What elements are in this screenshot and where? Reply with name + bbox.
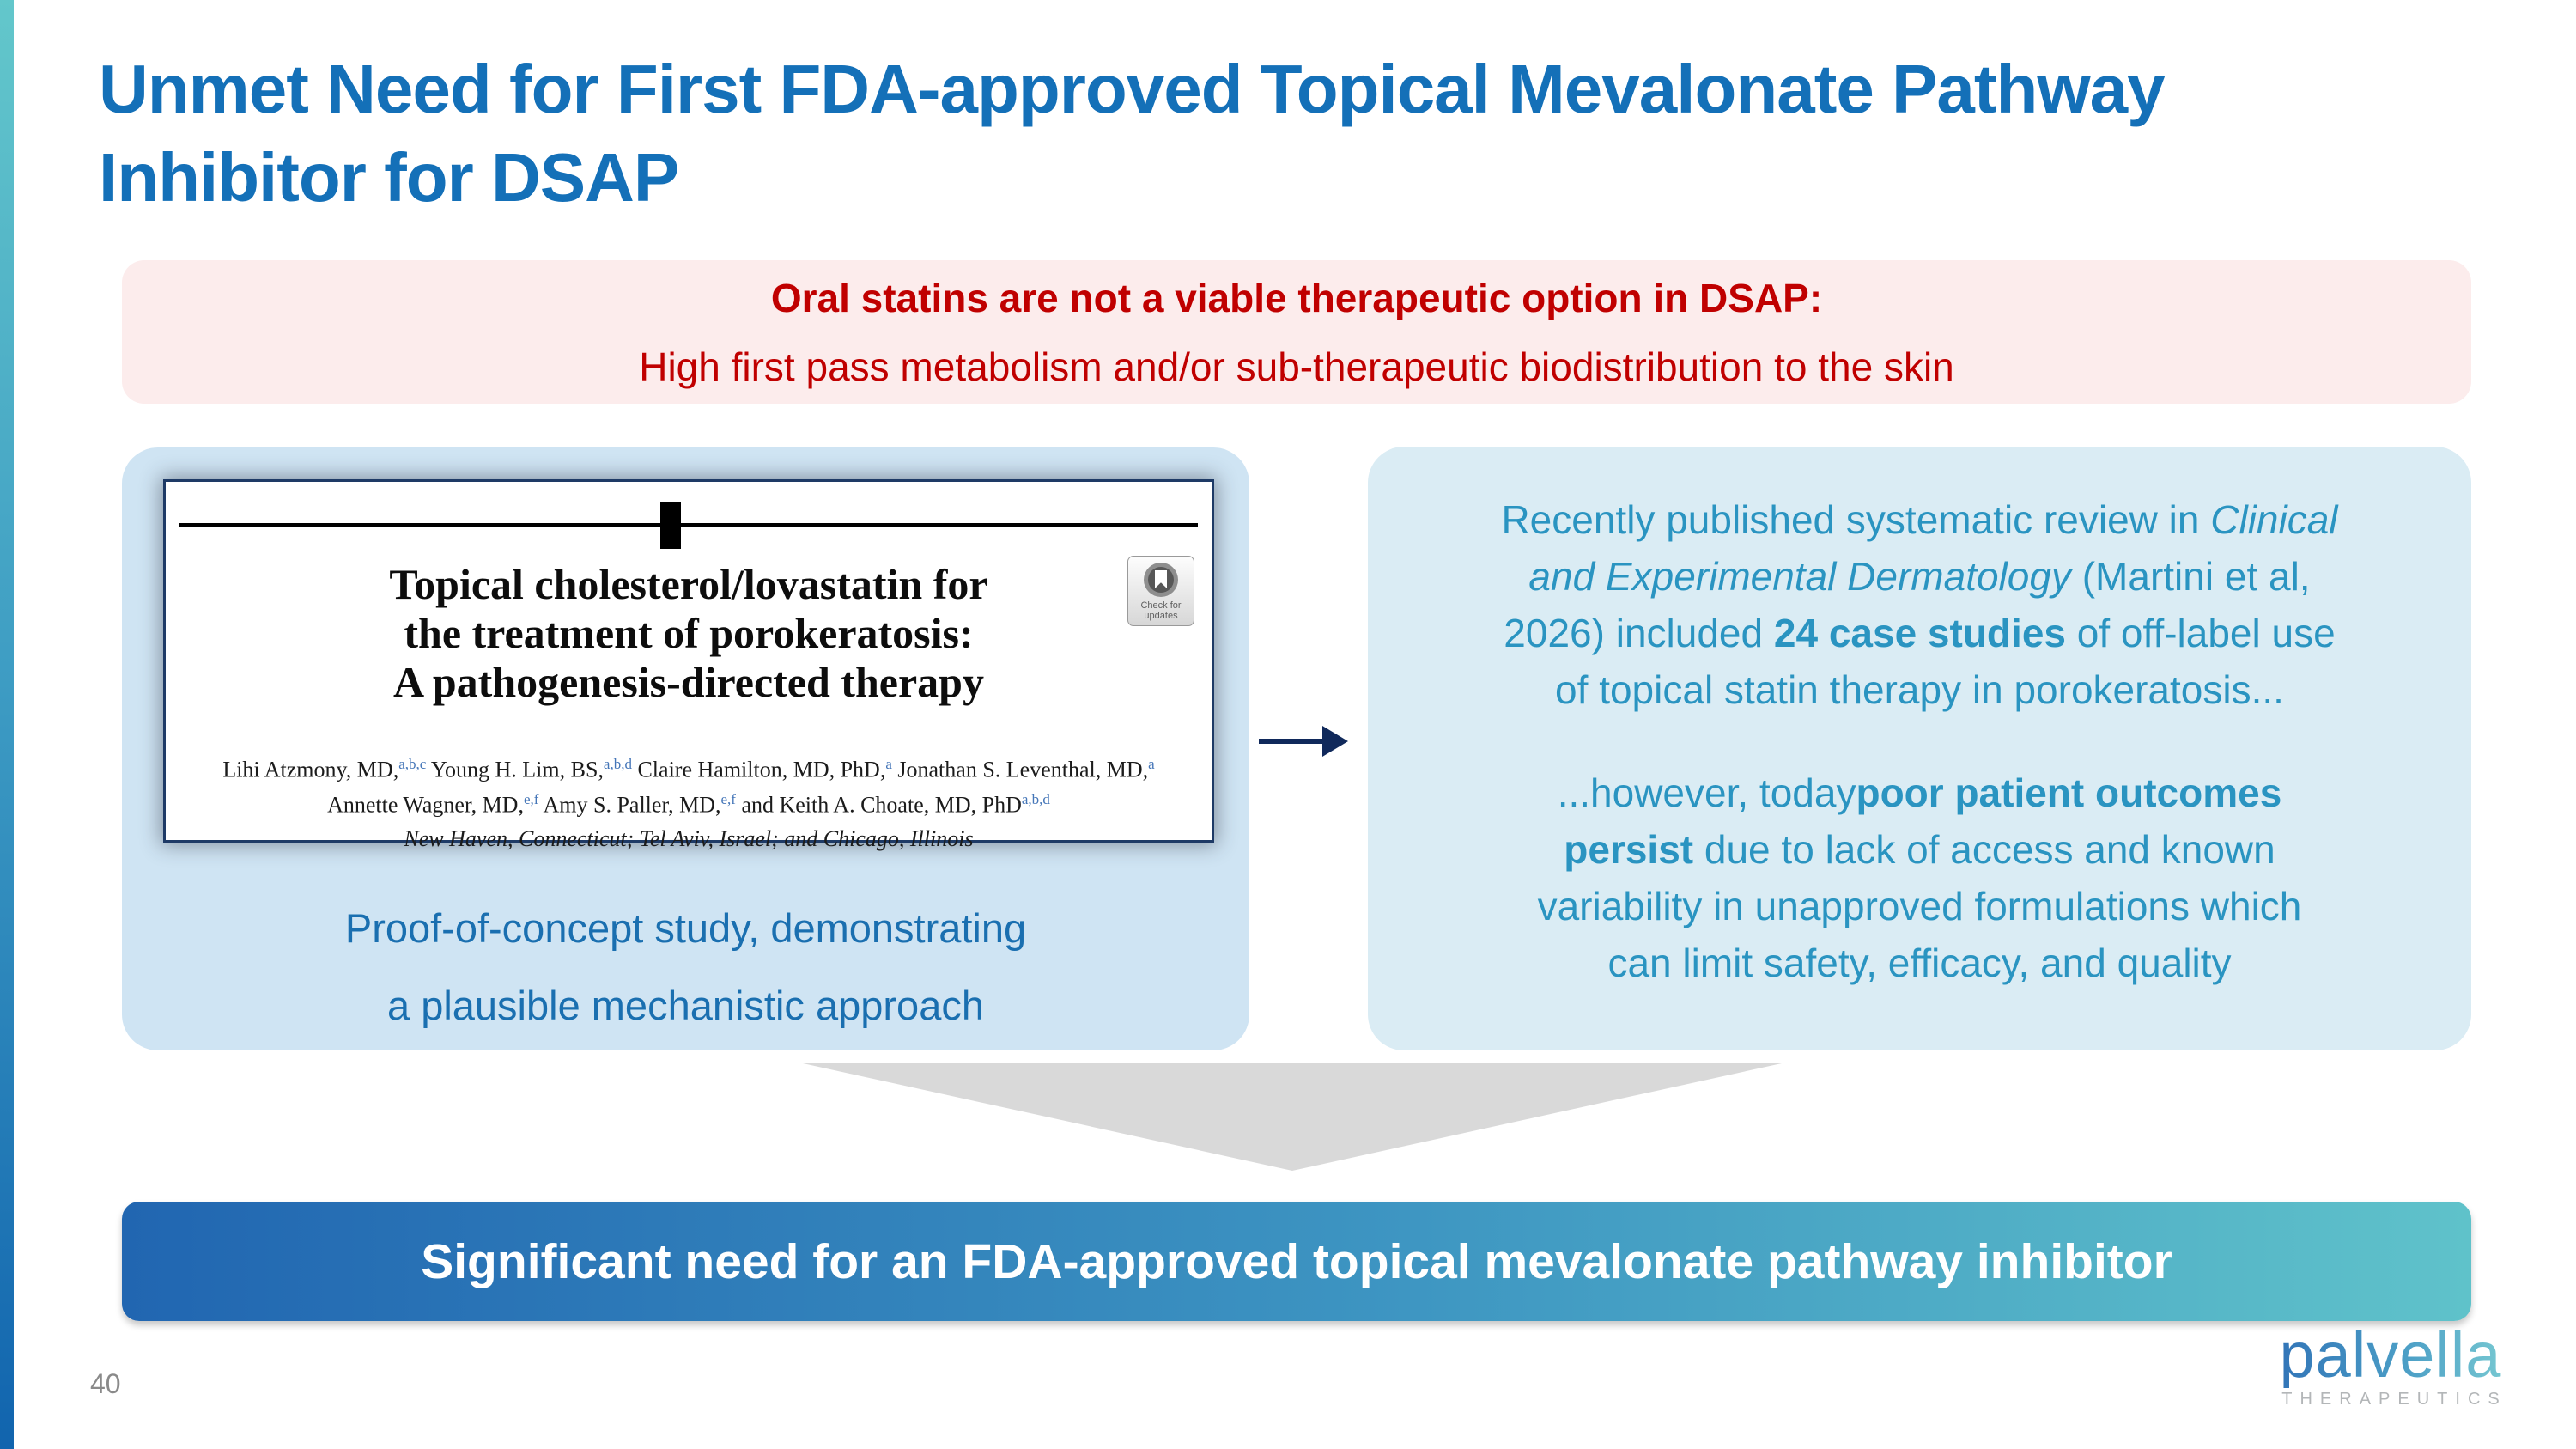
- check-for-updates-badge: Check for updates: [1127, 556, 1194, 626]
- paper-title-line2: the treatment of porokeratosis:: [404, 609, 974, 657]
- right-arrow-line: [1259, 739, 1322, 744]
- palvella-logo-wordmark: palvella: [2257, 1323, 2524, 1388]
- paper-header-square: [659, 502, 681, 549]
- proof-of-concept-card: Topical cholesterol/lovastatin for the t…: [122, 447, 1249, 1050]
- bookmark-ribbon-icon: [1155, 570, 1167, 588]
- paper-affiliation: New Haven, Connecticut; Tel Aviv, Israel…: [404, 826, 974, 852]
- right-arrow-head: [1322, 726, 1348, 757]
- page-number: 40: [90, 1368, 121, 1399]
- conclusion-label: Significant need for an FDA-approved top…: [421, 1233, 2172, 1289]
- systematic-review-paragraph2: ...however, todaypoor patient outcomes pe…: [1537, 770, 2302, 985]
- alert-headline: Oral statins are not a viable therapeuti…: [770, 275, 1823, 320]
- proof-of-concept-caption: Proof-of-concept study, demonstrating a …: [344, 905, 1027, 1028]
- systematic-review-paragraph1: Recently published systematic review in …: [1501, 497, 2338, 712]
- page-title-line2: Inhibitor for DSAP: [99, 139, 679, 216]
- page-title-line1: Unmet Need for First FDA-approved Topica…: [99, 51, 2166, 127]
- paper-title-line1: Topical cholesterol/lovastatin for: [389, 560, 988, 608]
- left-accent-bar: [0, 0, 14, 1449]
- palvella-logo: palvella THERAPEUTICS: [2257, 1323, 2524, 1409]
- alert-banner: Oral statins are not a viable therapeuti…: [122, 260, 2471, 404]
- paper-title: Topical cholesterol/lovastatin for the t…: [166, 560, 1212, 707]
- right-arrow: [1259, 726, 1353, 757]
- paper-title-line3: A pathogenesis-directed therapy: [393, 658, 984, 706]
- check-for-updates-label: Check for updates: [1140, 600, 1182, 621]
- paper-authors-line1: Lihi Atzmony, MD,a,b,c Young H. Lim, BS,…: [222, 756, 1155, 782]
- conclusion-banner: Significant need for an FDA-approved top…: [122, 1202, 2471, 1321]
- down-arrow-shape: [803, 1063, 1782, 1171]
- systematic-review-card: Recently published systematic review in …: [1368, 447, 2471, 1050]
- paper-authors-line2: Annette Wagner, MD,e,f Amy S. Paller, MD…: [327, 790, 1050, 818]
- paper-header-rule: [179, 502, 1198, 549]
- check-for-updates-icon: [1144, 563, 1178, 597]
- alert-subline: High first pass metabolism and/or sub-th…: [639, 344, 1954, 389]
- journal-article-figure: Topical cholesterol/lovastatin for the t…: [163, 479, 1214, 851]
- page-title: Unmet Need for First FDA-approved Topica…: [99, 45, 2503, 222]
- palvella-logo-tagline: THERAPEUTICS: [2281, 1390, 2507, 1409]
